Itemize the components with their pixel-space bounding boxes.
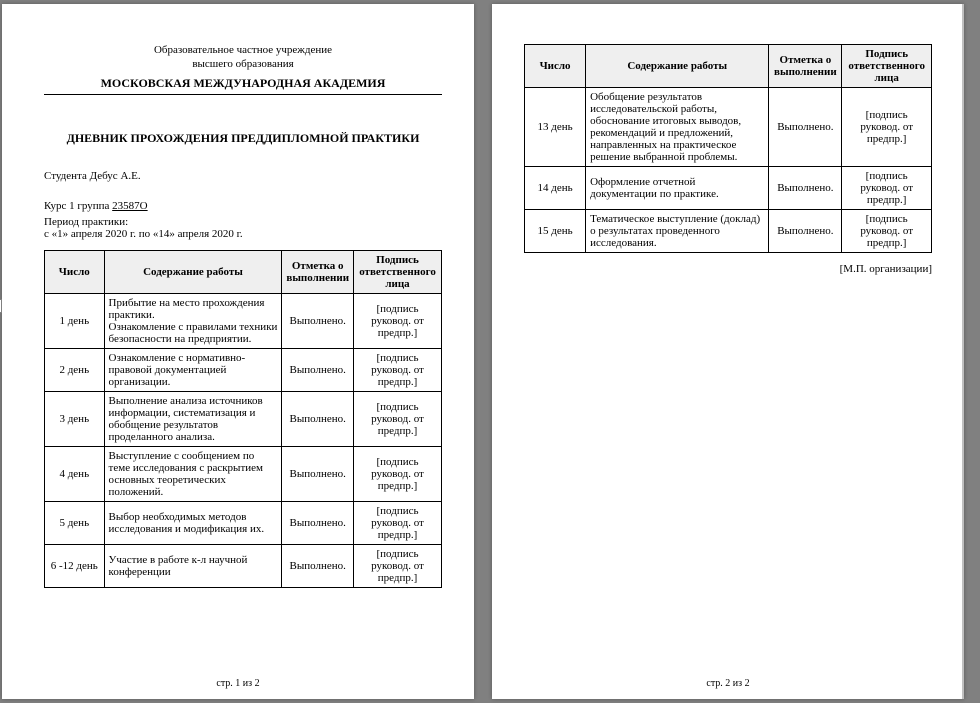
cell-num: 3 день	[45, 392, 105, 447]
group-number: 23587О	[112, 200, 147, 212]
th-mark: Отметка о выполнении	[769, 45, 842, 88]
cell-num: 4 день	[45, 447, 105, 502]
diary-table-p2: Число Содержание работы Отметка о выполн…	[524, 44, 932, 253]
course-line: Курс 1 группа 23587О	[44, 200, 442, 212]
student-prefix: Студента	[44, 170, 90, 182]
th-num: Число	[45, 251, 105, 294]
th-work: Содержание работы	[104, 251, 282, 294]
th-work: Содержание работы	[586, 45, 769, 88]
table-header-row: Число Содержание работы Отметка о выполн…	[525, 45, 932, 88]
cell-num: 15 день	[525, 210, 586, 253]
table-row: 6 -12 деньУчастие в работе к-л научной к…	[45, 545, 442, 588]
th-mark: Отметка о выполнении	[282, 251, 354, 294]
cell-num: 13 день	[525, 88, 586, 167]
cell-work: Участие в работе к-л научной конференции	[104, 545, 282, 588]
table-row: 14 деньОформление отчетной документации …	[525, 167, 932, 210]
table-row: 2 деньОзнакомление с нормативно-правовой…	[45, 349, 442, 392]
cell-work: Выбор необходимых методов исследования и…	[104, 502, 282, 545]
cell-sign: [подпись руковод. от предпр.]	[354, 294, 442, 349]
doc-title: ДНЕВНИК ПРОХОЖДЕНИЯ ПРЕДДИПЛОМНОЙ ПРАКТИ…	[44, 131, 442, 146]
cell-mark: Выполнено.	[282, 502, 354, 545]
period-value: с «1» апреля 2020 г. по «14» апреля 2020…	[44, 228, 442, 240]
cell-num: 1 день	[45, 294, 105, 349]
cell-mark: Выполнено.	[769, 88, 842, 167]
cell-work: Тематическое выступление (доклад) о резу…	[586, 210, 769, 253]
course-prefix: Курс 1 группа	[44, 200, 112, 212]
page-2: Число Содержание работы Отметка о выполн…	[492, 4, 964, 699]
cell-sign: [подпись руковод. от предпр.]	[354, 545, 442, 588]
cell-mark: Выполнено.	[282, 545, 354, 588]
th-sign: Подпись ответственного лица	[354, 251, 442, 294]
page-footer-1: стр. 1 из 2	[2, 678, 474, 689]
table-header-row: Число Содержание работы Отметка о выполн…	[45, 251, 442, 294]
page-footer-2: стр. 2 из 2	[492, 678, 964, 689]
cell-sign: [подпись руковод. от предпр.]	[842, 167, 932, 210]
anchor-icon: ⊕	[0, 299, 2, 313]
cell-sign: [подпись руковод. от предпр.]	[354, 392, 442, 447]
cell-work: Выступление с сообщением по теме исследо…	[104, 447, 282, 502]
table-row: 15 деньТематическое выступление (доклад)…	[525, 210, 932, 253]
cell-num: 2 день	[45, 349, 105, 392]
table-row: 13 деньОбобщение результатов исследовате…	[525, 88, 932, 167]
cell-num: 5 день	[45, 502, 105, 545]
table-row: 5 деньВыбор необходимых методов исследов…	[45, 502, 442, 545]
cell-work: Выполнение анализа источников информации…	[104, 392, 282, 447]
stamp-text: [М.П. организации]	[524, 263, 932, 275]
cell-work: Ознакомление с нормативно-правовой докум…	[104, 349, 282, 392]
cell-sign: [подпись руковод. от предпр.]	[842, 88, 932, 167]
cell-sign: [подпись руковод. от предпр.]	[842, 210, 932, 253]
org-line1: Образовательное частное учреждение	[44, 44, 442, 56]
cell-num: 6 -12 день	[45, 545, 105, 588]
cell-mark: Выполнено.	[282, 447, 354, 502]
org-line2: высшего образования	[44, 58, 442, 70]
org-line3: МОСКОВСКАЯ МЕЖДУНАРОДНАЯ АКАДЕМИЯ	[44, 76, 442, 95]
table-row: 4 деньВыступление с сообщением по теме и…	[45, 447, 442, 502]
th-sign: Подпись ответственного лица	[842, 45, 932, 88]
cell-mark: Выполнено.	[769, 167, 842, 210]
page-1: ⊕ Образовательное частное учреждение выс…	[2, 4, 474, 699]
cell-sign: [подпись руковод. от предпр.]	[354, 349, 442, 392]
scrollbar-edge	[962, 4, 964, 699]
student-name: Дебус А.Е.	[90, 170, 141, 182]
cell-mark: Выполнено.	[282, 392, 354, 447]
th-num: Число	[525, 45, 586, 88]
table-row: 1 деньПрибытие на место прохождения прак…	[45, 294, 442, 349]
cell-work: Прибытие на место прохождения практики. …	[104, 294, 282, 349]
student-line: Студента Дебус А.Е.	[44, 170, 442, 182]
cell-sign: [подпись руковод. от предпр.]	[354, 447, 442, 502]
cell-mark: Выполнено.	[282, 349, 354, 392]
table-row: 3 деньВыполнение анализа источников инфо…	[45, 392, 442, 447]
cell-sign: [подпись руковод. от предпр.]	[354, 502, 442, 545]
cell-work: Оформление отчетной документации по прак…	[586, 167, 769, 210]
period-label: Период практики:	[44, 216, 442, 228]
cell-num: 14 день	[525, 167, 586, 210]
cell-work: Обобщение результатов исследовательской …	[586, 88, 769, 167]
diary-table-p1: Число Содержание работы Отметка о выполн…	[44, 250, 442, 588]
cell-mark: Выполнено.	[282, 294, 354, 349]
cell-mark: Выполнено.	[769, 210, 842, 253]
